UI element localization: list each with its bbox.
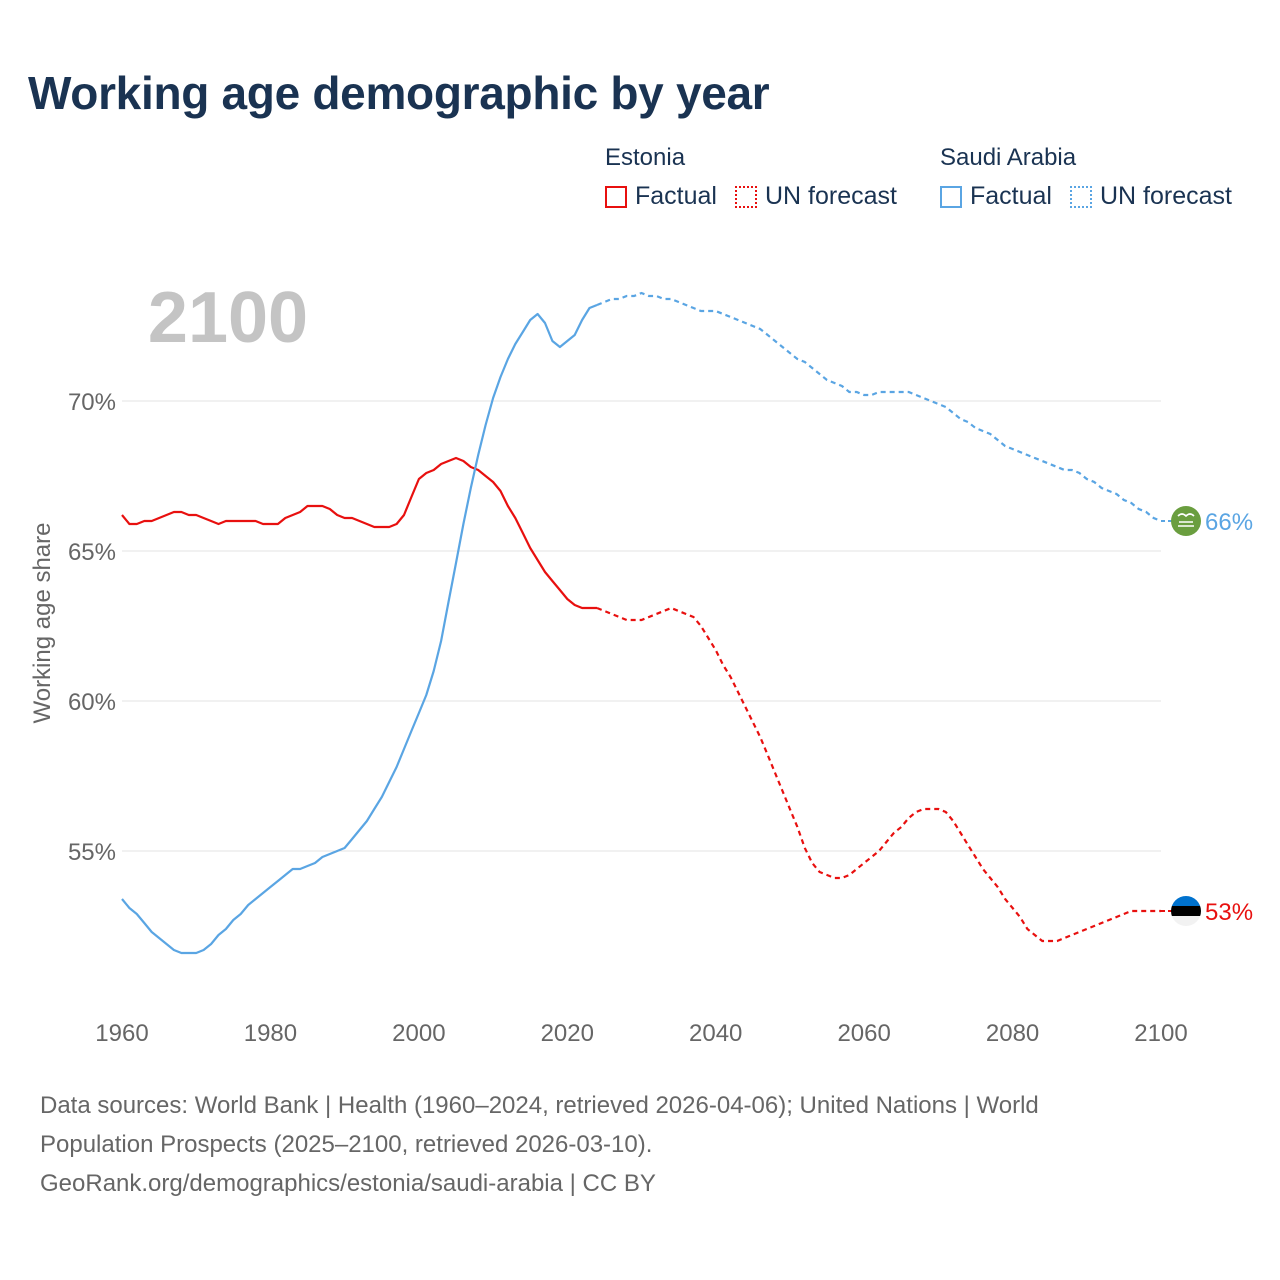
data-source-line-2: Population Prospects (2025–2100, retriev… [40, 1131, 653, 1158]
y-axis: 55% 60% 65% 70% [68, 389, 116, 866]
x-tick-label: 2020 [541, 1020, 594, 1047]
x-tick-label: 1960 [95, 1020, 148, 1047]
legend-estonia: Estonia Factual UN forecast [605, 144, 915, 211]
flag-stripes [1171, 896, 1201, 926]
legend-saudi-arabia-forecast-label: UN forecast [1099, 182, 1232, 210]
saudi-arabia-forecast-line [596, 291, 1162, 523]
flag-stripe-white [1171, 916, 1201, 926]
legend-saudi-arabia-factual[interactable]: Factual [940, 182, 1052, 211]
footer: Data sources: World Bank | Health (1960–… [40, 1086, 1220, 1203]
x-tick-label: 1980 [244, 1020, 297, 1047]
legend-saudi-arabia-factual-label: Factual [970, 182, 1052, 210]
legend-country-estonia: Estonia [605, 144, 686, 171]
attribution-link[interactable]: GeoRank.org/demographics/estonia/saudi-a… [40, 1170, 656, 1197]
x-tick-label: 2060 [837, 1020, 890, 1047]
legend-estonia-forecast-label: UN forecast [764, 182, 897, 210]
legend-estonia-factual[interactable]: Factual [605, 182, 717, 211]
legend-saudi-arabia: Saudi Arabia Factual UN forecast [940, 144, 1250, 211]
saudi-arabia-end-label: 66% [1205, 509, 1253, 536]
line-chart: 55% 60% 65% 70% 1960 1980 2000 2020 2040 2060 208… [29, 278, 1253, 1047]
saudi-arabia-factual-line [121, 303, 598, 955]
flag-stripe-black [1171, 906, 1201, 916]
legend-solid-swatch [605, 185, 627, 208]
saudi-arabia-flag-icon [1171, 506, 1201, 536]
gridlines [122, 400, 1161, 852]
y-tick-label: 55% [68, 839, 116, 866]
x-tick-label: 2100 [1134, 1020, 1187, 1047]
x-tick-label: 2080 [986, 1020, 1039, 1047]
legend-country-saudi-arabia: Saudi Arabia [940, 144, 1077, 171]
x-axis: 1960 1980 2000 2020 2040 2060 2080 2100 [95, 1020, 1187, 1047]
x-tick-label: 2000 [392, 1020, 445, 1047]
estonia-flag-icon [1171, 896, 1201, 926]
data-source-line-1: Data sources: World Bank | Health (1960–… [40, 1092, 1039, 1119]
y-tick-label: 60% [68, 689, 116, 716]
legend-dotted-swatch [734, 185, 757, 208]
y-tick-label: 65% [68, 539, 116, 566]
end-markers: 53% 66% [1161, 506, 1253, 926]
estonia-forecast-line [596, 606, 1161, 943]
legend-estonia-forecast[interactable]: UN forecast [734, 182, 897, 211]
flag-circle [1171, 506, 1201, 536]
legend-dotted-swatch [1069, 185, 1092, 208]
year-watermark: 2100 [148, 278, 308, 358]
flag-emblem [1177, 513, 1195, 527]
y-tick-label: 70% [68, 389, 116, 416]
series-layer [121, 291, 1162, 955]
estonia-end-label: 53% [1205, 899, 1253, 926]
legend-estonia-factual-label: Factual [635, 182, 717, 210]
x-tick-label: 2040 [689, 1020, 742, 1047]
chart-title: Working age demographic by year [28, 67, 770, 119]
estonia-factual-line [121, 456, 597, 610]
legend-saudi-arabia-forecast[interactable]: UN forecast [1069, 182, 1232, 211]
y-axis-label: Working age share [29, 523, 56, 724]
flag-stripe-blue [1171, 896, 1201, 906]
legend-solid-swatch [940, 185, 962, 208]
